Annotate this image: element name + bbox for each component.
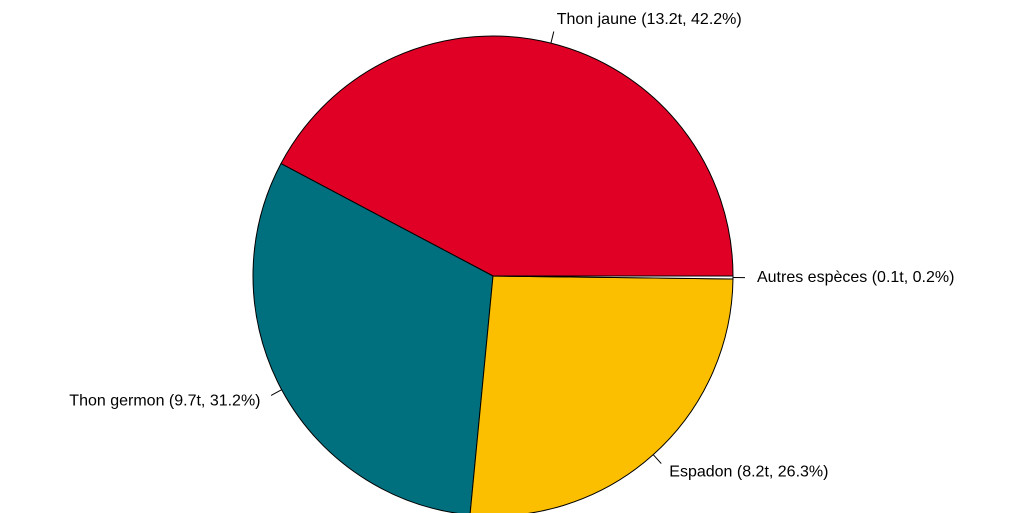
label-leader: [652, 454, 662, 464]
pie-slice: [252, 162, 494, 513]
label-leader: [550, 31, 555, 44]
slice-label: Thon germon (9.7t, 31.2%): [69, 392, 260, 409]
pie-slice: [469, 275, 734, 513]
label-leader: [270, 389, 282, 396]
slice-label: Autres espèces (0.1t, 0.2%): [757, 269, 954, 286]
slice-label: Espadon (8.2t, 26.3%): [669, 464, 828, 481]
slice-label: Thon jaune (13.2t, 42.2%): [557, 11, 742, 28]
